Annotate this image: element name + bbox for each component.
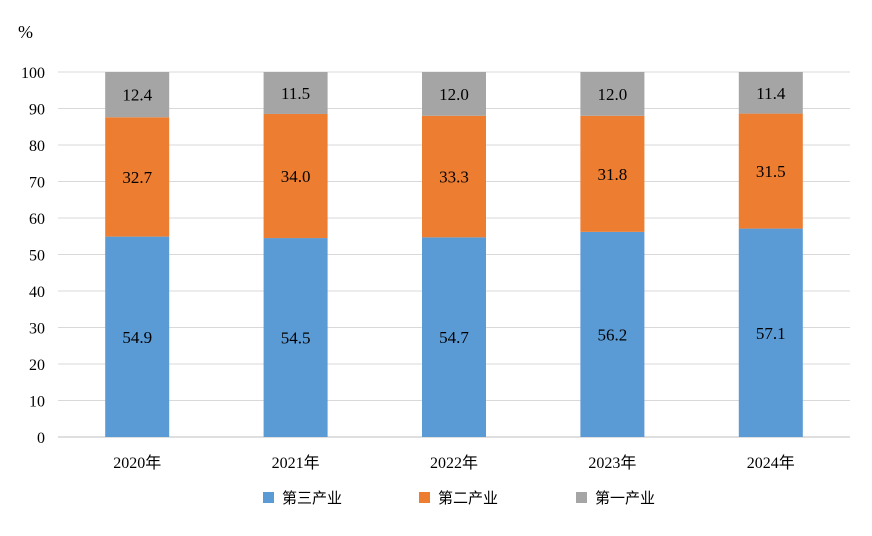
y-axis-ticks: 0 10 20 30 40 50 60 70 80 90 100: [21, 65, 45, 447]
x-axis-ticks: 2020年 2021年 2022年 2023年 2024年: [113, 454, 795, 472]
y-tick-label: 0: [37, 430, 45, 447]
x-tick-label: 2022年: [430, 454, 478, 472]
y-tick-label: 50: [29, 248, 45, 265]
legend-swatch: [263, 492, 274, 503]
bar-segment: [263, 113, 328, 239]
data-label: 12.4: [122, 86, 152, 105]
bar-segment: [263, 238, 328, 437]
y-tick-label: 80: [29, 138, 45, 155]
bar-segment: [263, 72, 328, 114]
bar-segment: [105, 236, 170, 437]
data-label: 11.5: [281, 84, 310, 103]
data-label: 33.3: [439, 168, 469, 187]
data-label: 12.0: [598, 85, 628, 104]
y-tick-label: 90: [29, 102, 45, 119]
bar-segment: [105, 117, 170, 237]
x-tick-label: 2021年: [272, 454, 320, 472]
data-label: 11.4: [756, 84, 786, 103]
data-label: 57.1: [756, 324, 786, 343]
data-label: 31.5: [756, 162, 786, 181]
data-label: 34.0: [281, 167, 311, 186]
x-tick-label: 2024年: [747, 454, 795, 472]
legend-label: 第二产业: [438, 489, 498, 507]
x-tick-label: 2020年: [113, 454, 161, 472]
data-label: 32.7: [122, 168, 152, 187]
y-tick-label: 20: [29, 357, 45, 374]
data-label: 54.7: [439, 328, 469, 347]
legend-swatch: [419, 492, 430, 503]
data-label: 54.5: [281, 329, 311, 348]
bars: 54.9 32.7 12.4 54.5 34.0 11.5 54.7 33.3 12.0 56.2…: [105, 72, 803, 437]
bar-segment: [738, 72, 803, 114]
y-tick-label: 100: [21, 65, 45, 82]
data-label: 56.2: [598, 325, 628, 344]
y-axis-unit: %: [18, 22, 33, 42]
y-tick-label: 40: [29, 284, 45, 301]
data-label: 31.8: [598, 165, 628, 184]
legend-swatch: [576, 492, 587, 503]
bar-segment: [738, 113, 803, 229]
bar-segment: [580, 72, 645, 116]
bar-segment: [580, 231, 645, 437]
y-tick-label: 10: [29, 394, 45, 411]
y-tick-label: 30: [29, 321, 45, 338]
legend-label: 第三产业: [282, 489, 342, 507]
y-tick-label: 70: [29, 175, 45, 192]
y-tick-label: 60: [29, 211, 45, 228]
data-label: 12.0: [439, 85, 469, 104]
bar-segment: [422, 115, 486, 238]
x-tick-label: 2023年: [588, 454, 636, 472]
bar-segment: [422, 237, 486, 437]
data-label: 54.9: [122, 328, 152, 347]
bar-segment: [422, 72, 486, 116]
bar-segment: [580, 115, 645, 232]
bar-segment: [105, 72, 170, 118]
legend-label: 第一产业: [595, 489, 655, 507]
bar-segment: [738, 228, 803, 437]
legend: 第三产业 第二产业 第一产业: [263, 489, 655, 507]
